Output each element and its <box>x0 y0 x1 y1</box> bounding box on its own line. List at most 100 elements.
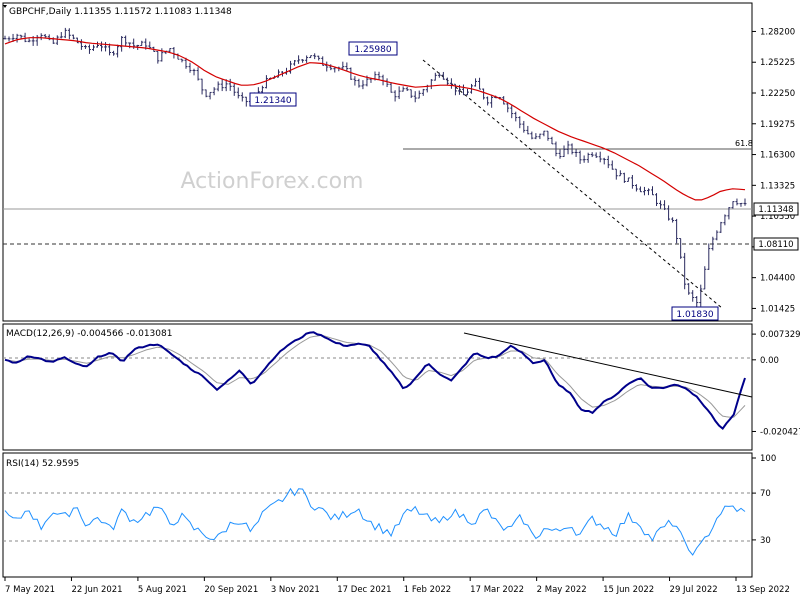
candle <box>667 205 671 221</box>
candle <box>180 58 184 63</box>
candle <box>397 86 401 100</box>
candle <box>578 150 582 164</box>
rsi-axis-label: 100 <box>760 454 776 464</box>
candle <box>598 151 602 163</box>
current-price-tag: 1.11348 <box>753 202 799 216</box>
low-annotation-mid-label: 1.21340 <box>254 96 291 106</box>
candle <box>546 130 550 141</box>
candle <box>188 62 192 73</box>
candle <box>389 82 393 93</box>
macd-main-line <box>4 331 746 431</box>
candle <box>405 86 409 92</box>
candle <box>184 57 188 69</box>
candle <box>727 207 731 220</box>
candle <box>526 125 530 135</box>
macd-trend-line <box>463 332 753 398</box>
candle <box>83 44 87 49</box>
candle <box>96 41 99 48</box>
candle <box>264 75 268 89</box>
candle <box>244 96 248 107</box>
pane-menu-icon[interactable] <box>3 5 7 8</box>
candle <box>220 79 224 92</box>
candle <box>719 221 723 233</box>
candle <box>417 90 421 99</box>
candle <box>466 88 469 96</box>
candle <box>413 91 417 103</box>
candle <box>75 37 79 44</box>
candle <box>506 102 510 113</box>
candle <box>554 141 558 157</box>
candle <box>510 105 514 119</box>
candle <box>345 62 349 71</box>
candle <box>401 86 405 92</box>
candle <box>313 53 317 60</box>
candle <box>594 152 598 158</box>
macd-axis-label: 0.00 <box>760 356 779 366</box>
price-axis-label: 1.28200 <box>760 27 795 37</box>
candle <box>232 83 236 96</box>
rsi-y-axis: 100 70 30 <box>752 454 776 546</box>
candle <box>7 36 11 42</box>
candle <box>433 72 437 81</box>
low-annotation-bottom-label: 1.01830 <box>676 310 713 320</box>
macd-axis-label: -0.020427 <box>760 427 800 437</box>
candle <box>474 78 478 87</box>
candle <box>156 50 160 64</box>
price-axis-label: 1.04400 <box>760 274 795 284</box>
candle <box>663 200 667 211</box>
candle <box>71 34 75 40</box>
candle <box>542 130 546 137</box>
candle <box>421 88 425 96</box>
candle <box>353 76 357 86</box>
candle <box>723 214 727 226</box>
date-axis-label: 22 Jun 2021 <box>71 585 122 595</box>
date-axis-label: 15 Jun 2022 <box>603 585 654 595</box>
candle <box>120 36 124 52</box>
high-annotation: 1.25980 <box>348 41 398 56</box>
candle <box>703 266 707 290</box>
candle <box>212 87 216 96</box>
macd-axis-label: 0.007329 <box>760 330 800 340</box>
candle <box>361 80 365 90</box>
candle <box>646 188 650 196</box>
candle <box>104 42 108 52</box>
candle <box>550 136 554 145</box>
candle <box>108 43 112 56</box>
date-axis-label: 5 Aug 2021 <box>138 585 187 595</box>
price-axis-label: 1.16300 <box>760 151 795 161</box>
date-axis-label: 29 Jul 2022 <box>670 585 718 595</box>
rsi-axis-label: 70 <box>760 489 771 499</box>
low-annotation-bottom: 1.01830 <box>671 306 719 321</box>
candle <box>699 284 703 307</box>
price-axis-label: 1.25225 <box>760 58 795 68</box>
candle <box>610 160 614 170</box>
candle <box>23 32 27 43</box>
candle <box>618 170 622 177</box>
candle <box>305 55 309 63</box>
watermark: ActionForex.com <box>181 169 364 194</box>
candle <box>445 77 449 86</box>
price-axis-label: 1.13325 <box>760 181 795 191</box>
candle <box>562 145 566 158</box>
candle <box>461 84 465 96</box>
candle <box>3 35 7 40</box>
candle <box>659 200 663 209</box>
candle <box>590 152 594 158</box>
date-axis-label: 3 Nov 2021 <box>271 585 320 595</box>
candle <box>91 44 95 51</box>
candle <box>200 78 204 95</box>
candle <box>441 71 445 80</box>
candle <box>301 59 305 63</box>
date-axis-label: 17 Dec 2021 <box>337 585 391 595</box>
candle <box>534 133 538 140</box>
candle <box>478 77 482 90</box>
candle <box>522 120 526 133</box>
candle <box>224 79 228 92</box>
candle <box>112 50 116 56</box>
support-level-tag: 1.08110 <box>753 237 799 251</box>
candle <box>538 133 542 140</box>
rsi-pane-frame <box>2 452 753 578</box>
candle <box>570 143 574 155</box>
candle <box>687 283 691 295</box>
candle <box>19 34 23 39</box>
